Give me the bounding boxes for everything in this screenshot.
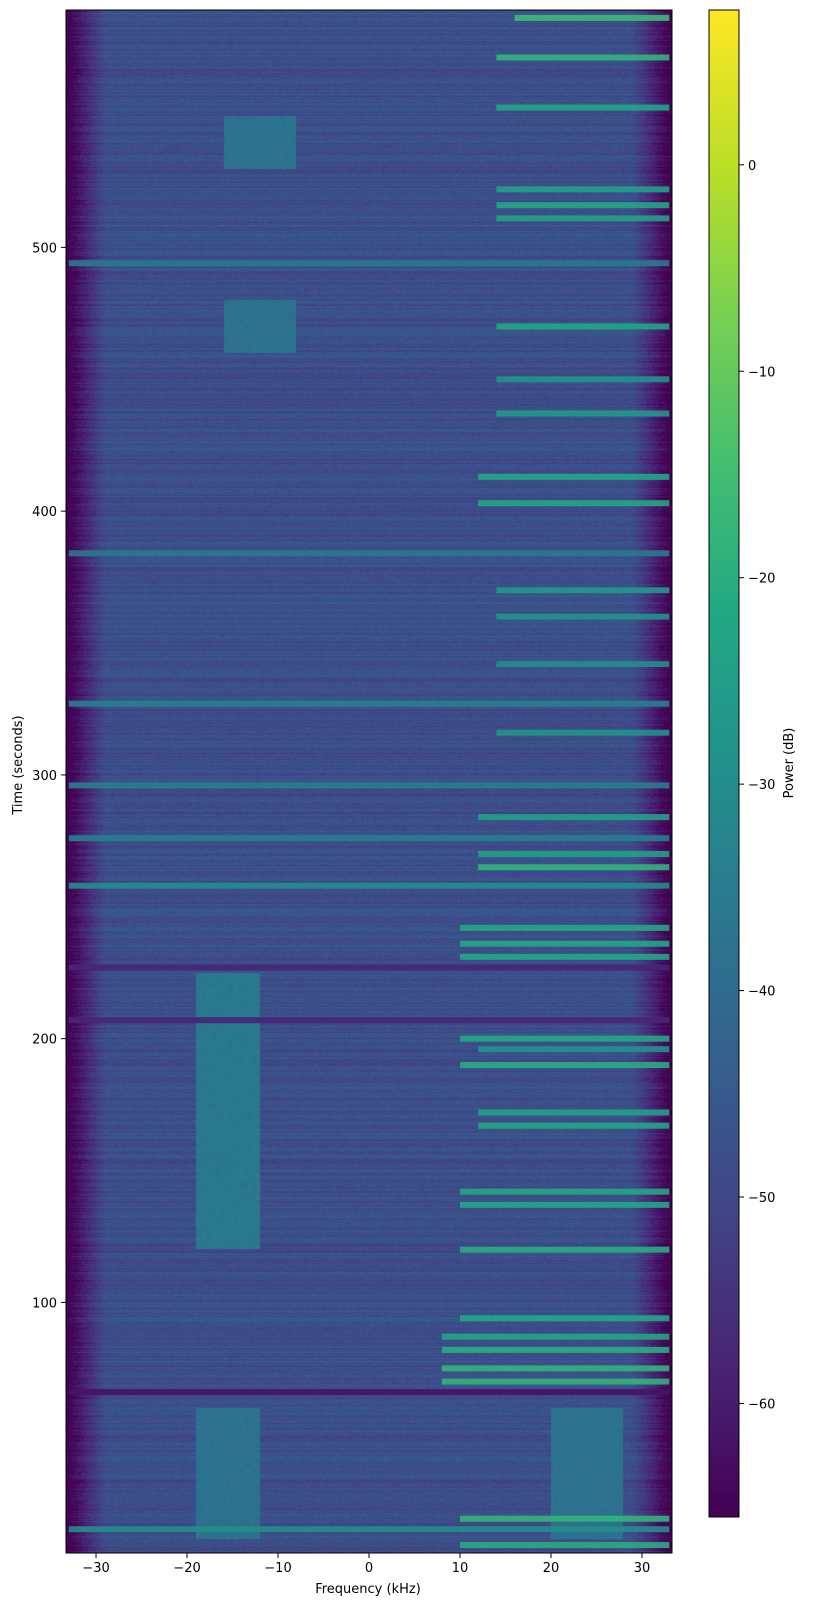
colorbar-tick-label: −10: [748, 365, 775, 380]
x-tick-label: 30: [634, 1561, 651, 1576]
burst-streak-14: [459, 1062, 670, 1069]
y-tick-label: 500: [32, 241, 57, 256]
colorbar-tick-label: −60: [748, 1397, 775, 1412]
burst-streak-4: [441, 1378, 670, 1385]
y-tick-label: 100: [32, 1296, 57, 1311]
spectrogram-plot-area: [65, 9, 673, 1554]
burst-streak-38: [496, 323, 670, 330]
x-tick-label: −10: [264, 1561, 291, 1576]
burst-streak-32: [496, 587, 670, 594]
burst-streak-11: [459, 1188, 670, 1195]
burst-streak-2: [459, 1515, 670, 1522]
burst-streak-24: [478, 851, 670, 858]
burst-streak-36: [496, 410, 670, 417]
x-tick-label: 0: [365, 1561, 373, 1576]
burst-streak-35: [478, 473, 670, 480]
burst-streak-40: [496, 215, 670, 222]
burst-streak-31: [496, 613, 670, 620]
burst-streak-17: [68, 1017, 670, 1024]
x-tick-label: 10: [452, 1561, 469, 1576]
burst-streak-12: [478, 1122, 670, 1129]
burst-streak-29: [68, 700, 670, 707]
burst-streak-8: [459, 1315, 670, 1322]
burst-streak-1: [68, 1526, 670, 1533]
colorbar-tick-label: −40: [748, 985, 775, 1000]
colorbar-ticks: −60 −50 −40 −30 −20 −10 0: [739, 159, 775, 1412]
burst-streak-33: [68, 550, 670, 557]
y-axis: 100 200 300 400 500: [32, 241, 66, 1311]
burst-streak-39: [68, 260, 670, 267]
burst-streak-0: [459, 1542, 670, 1549]
burst-streak-5: [441, 1365, 670, 1372]
burst-streak-26: [478, 814, 670, 821]
colorbar-gradient: [708, 9, 740, 1518]
burst-streak-42: [496, 186, 670, 193]
burst-streak-25: [68, 835, 670, 842]
burst-streak-21: [459, 924, 670, 931]
burst-streak-43: [496, 104, 670, 111]
burst-streak-15: [478, 1046, 670, 1053]
burst-streak-9: [459, 1246, 670, 1253]
y-tick-label: 200: [32, 1033, 57, 1048]
burst-streak-37: [496, 376, 670, 383]
x-axis-label: Frequency (kHz): [315, 1582, 421, 1597]
burst-streak-41: [496, 202, 670, 209]
burst-streak-22: [68, 882, 670, 889]
x-tick-label: −30: [82, 1561, 109, 1576]
burst-streak-19: [459, 953, 670, 960]
y-tick-label: 300: [32, 769, 57, 784]
spectrogram-bursts: [68, 14, 670, 1549]
burst-streak-10: [459, 1201, 670, 1208]
burst-streak-6: [441, 1346, 670, 1353]
colorbar-tick-label: −20: [748, 572, 775, 587]
burst-streak-44: [496, 54, 670, 61]
spectrogram-heatmap: [66, 10, 672, 1553]
burst-streak-28: [496, 729, 670, 736]
burst-streak-23: [478, 864, 670, 871]
burst-streak-45: [514, 14, 670, 21]
burst-streak-20: [459, 940, 670, 947]
x-tick-label: 20: [543, 1561, 560, 1576]
x-axis: −30 −20 −10 0 10 20 30: [82, 1553, 650, 1576]
burst-streak-18: [68, 964, 670, 971]
burst-streak-30: [496, 661, 670, 668]
burst-streak-3: [68, 1389, 670, 1396]
colorbar-tick-label: 0: [748, 159, 756, 174]
colorbar-tick-label: −30: [748, 778, 775, 793]
x-tick-label: −20: [173, 1561, 200, 1576]
burst-streak-16: [459, 1035, 670, 1042]
burst-streak-34: [478, 500, 670, 507]
colorbar-tick-label: −50: [748, 1191, 775, 1206]
burst-streak-7: [441, 1333, 670, 1340]
colorbar: −60 −50 −40 −30 −20 −10 0 Power (dB): [708, 9, 797, 1518]
y-tick-label: 400: [32, 505, 57, 520]
colorbar-label: Power (dB): [782, 728, 797, 799]
y-axis-label: Time (seconds): [11, 715, 26, 815]
burst-streak-27: [68, 782, 670, 789]
burst-streak-13: [478, 1109, 670, 1116]
